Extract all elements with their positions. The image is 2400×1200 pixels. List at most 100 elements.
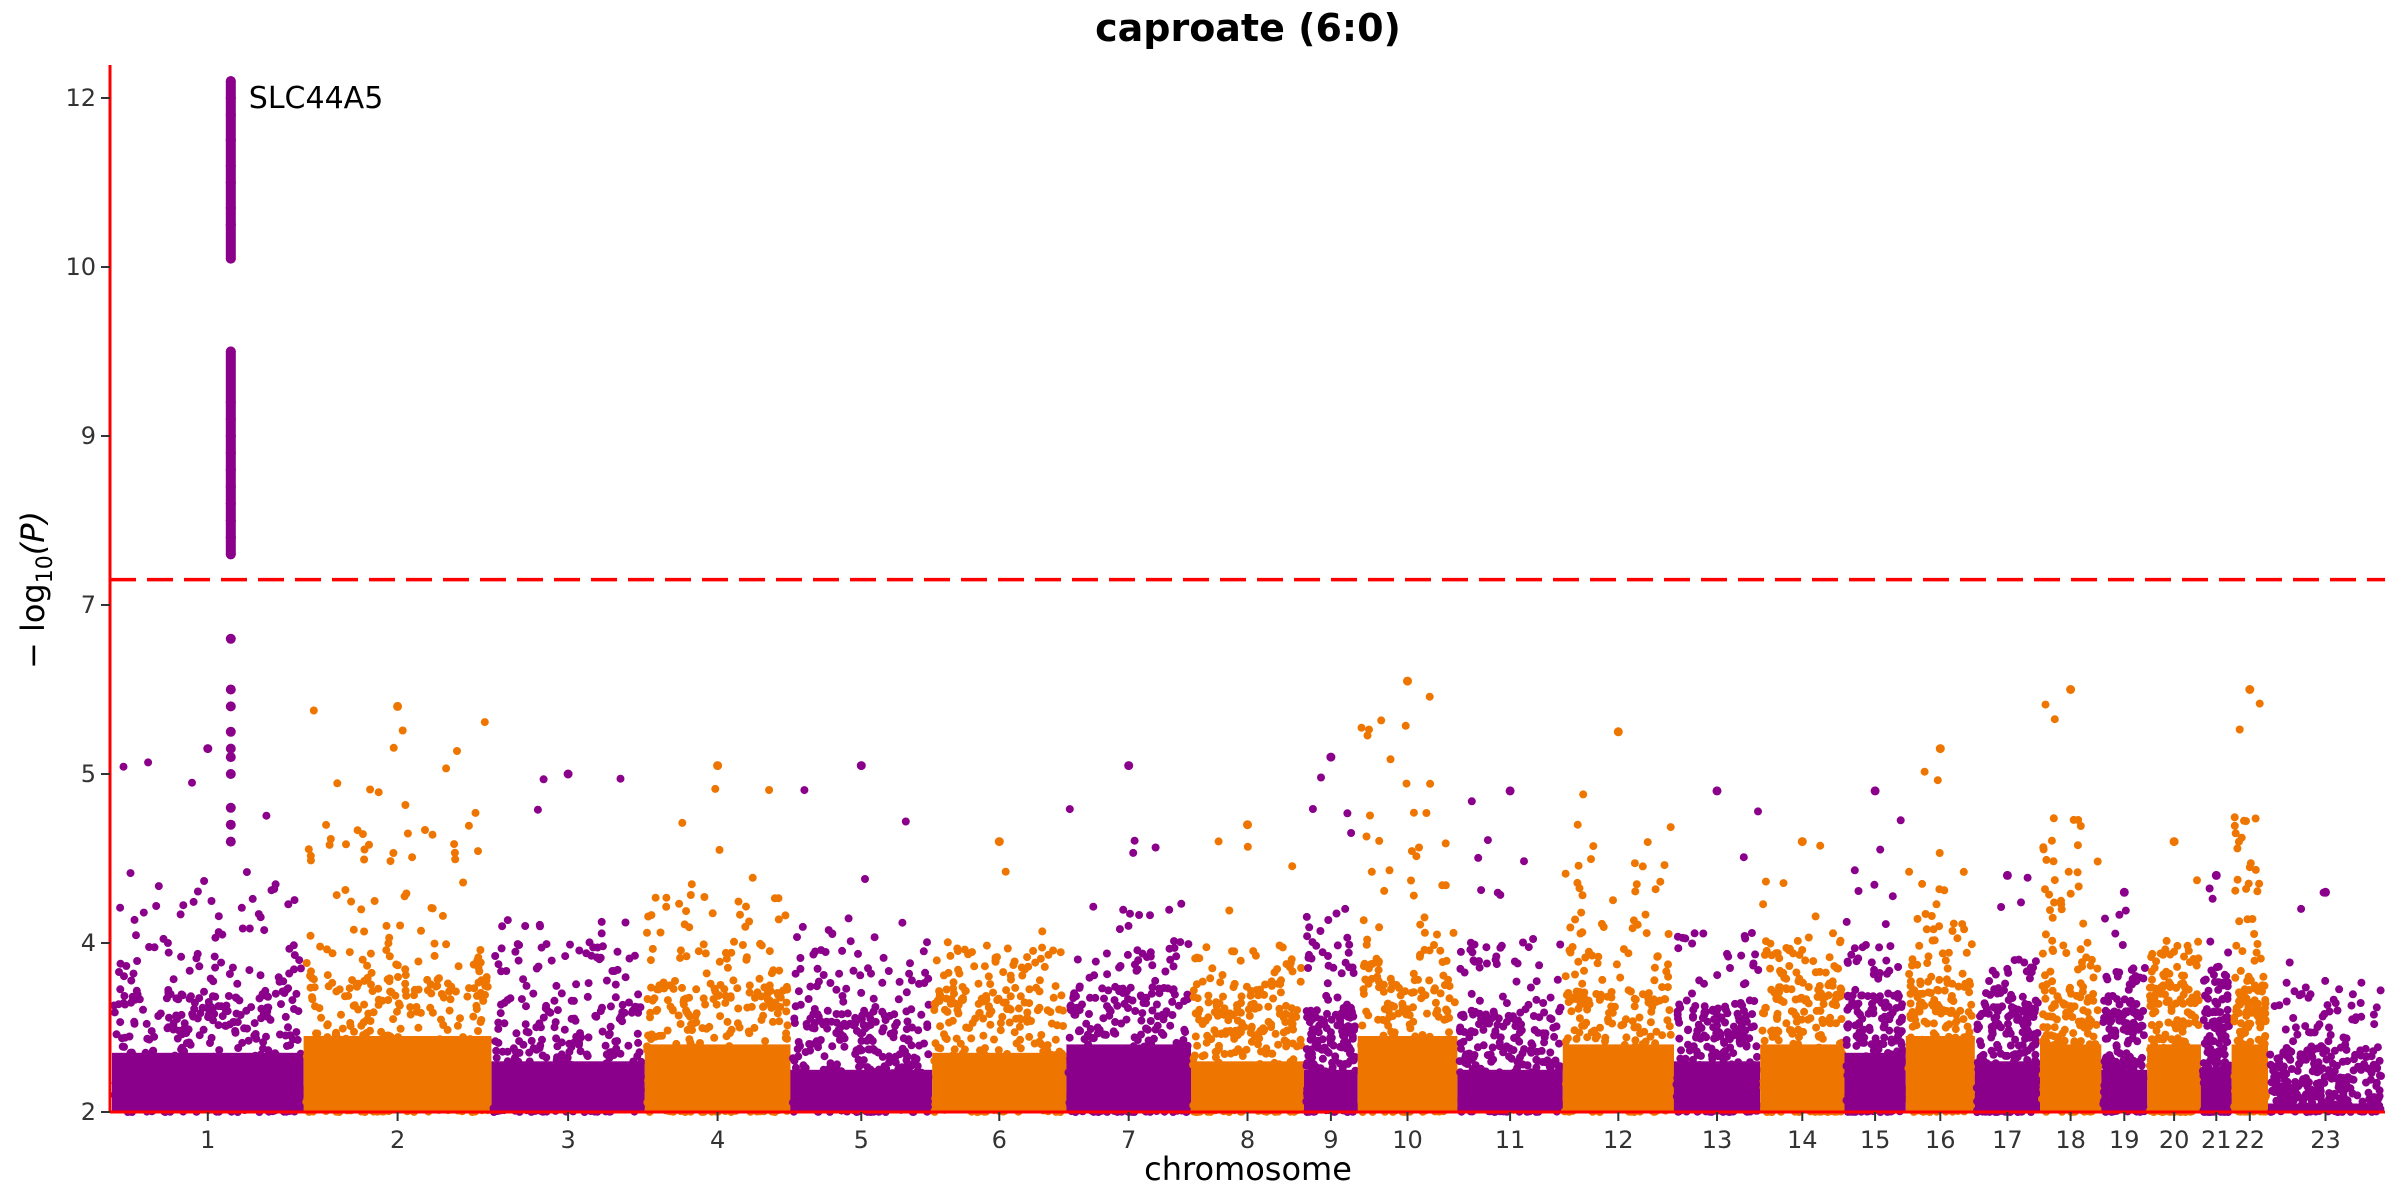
data-point <box>584 979 593 988</box>
data-point <box>1662 967 1671 976</box>
data-point <box>970 962 979 971</box>
data-point <box>1483 836 1492 845</box>
data-point <box>591 1011 600 1020</box>
data-point <box>955 969 964 978</box>
data-point <box>906 959 914 968</box>
data-point <box>1496 943 1505 952</box>
data-point <box>706 979 715 988</box>
data-point <box>842 984 851 993</box>
data-point <box>647 1033 656 1042</box>
data-point <box>442 940 451 949</box>
data-point <box>726 1029 734 1037</box>
data-point <box>233 979 242 988</box>
data-point <box>1126 909 1134 918</box>
data-point <box>389 849 398 857</box>
data-point <box>304 845 313 854</box>
data-point <box>953 944 962 953</box>
data-point <box>154 882 163 891</box>
data-point <box>685 993 694 1002</box>
data-point <box>782 1007 791 1016</box>
data-point <box>1190 1051 1199 1060</box>
data-point <box>611 1037 620 1046</box>
data-point <box>1011 983 1020 992</box>
data-point <box>1425 976 1434 985</box>
data-point <box>828 1042 837 1051</box>
data-point <box>1556 940 1565 949</box>
data-point <box>1189 992 1198 1001</box>
data-point <box>1148 983 1157 992</box>
data-point <box>323 971 332 980</box>
data-point <box>423 986 432 995</box>
data-point <box>1726 964 1734 972</box>
data-point <box>394 973 402 981</box>
data-point <box>1314 1036 1323 1045</box>
data-point <box>1441 839 1450 848</box>
data-point <box>1619 945 1628 954</box>
data-point <box>956 1039 965 1048</box>
data-point <box>1146 1017 1155 1025</box>
data-point <box>428 1008 437 1017</box>
data-point <box>976 1046 984 1055</box>
data-point <box>350 1027 358 1036</box>
data-point <box>393 961 402 970</box>
data-point <box>1577 908 1586 917</box>
data-point <box>1385 866 1394 875</box>
data-point <box>730 937 738 946</box>
data-point <box>832 1029 841 1037</box>
data-point <box>163 939 172 947</box>
data-point <box>692 1018 701 1027</box>
data-point <box>1236 956 1245 965</box>
data-point <box>120 972 128 981</box>
data-point <box>402 991 411 1000</box>
data-point <box>1530 1026 1539 1034</box>
data-point <box>1344 948 1353 957</box>
data-point <box>1142 1024 1150 1033</box>
data-point <box>1607 993 1616 1002</box>
data-point <box>538 1035 546 1044</box>
chromosome-7-dense-band <box>1066 1044 1191 1112</box>
data-point <box>1308 805 1317 813</box>
data-point <box>685 923 694 932</box>
data-point <box>1594 952 1603 961</box>
data-point <box>1415 843 1423 852</box>
data-point <box>129 969 138 978</box>
data-point <box>139 908 148 917</box>
data-point <box>1304 1051 1313 1060</box>
data-point <box>774 894 783 903</box>
data-point <box>1425 692 1434 701</box>
data-point <box>497 944 506 953</box>
data-point <box>1753 1052 1761 1061</box>
data-point <box>366 1026 374 1035</box>
chromosome-6-points <box>930 837 1068 1116</box>
data-point <box>835 969 844 978</box>
data-point <box>244 1036 253 1045</box>
data-point <box>542 1053 551 1062</box>
chromosome-3-dense-band <box>491 1061 645 1112</box>
data-point <box>1760 950 1769 959</box>
data-point <box>535 1044 544 1052</box>
data-point <box>1571 970 1579 979</box>
data-point <box>998 1012 1007 1021</box>
data-point <box>1537 1046 1546 1055</box>
data-point <box>914 1026 923 1035</box>
data-point <box>1509 1046 1518 1055</box>
data-point <box>496 1009 505 1018</box>
data-point <box>264 1046 273 1055</box>
data-point <box>584 1033 593 1042</box>
chromosome-10-dense-band <box>1357 1036 1458 1112</box>
data-point <box>185 994 194 1003</box>
data-point <box>948 1016 957 1025</box>
data-point <box>984 972 993 981</box>
data-point <box>692 1009 701 1018</box>
data-point <box>281 1012 290 1021</box>
data-point <box>256 971 265 980</box>
data-point <box>1296 977 1305 986</box>
data-point <box>1339 1031 1347 1040</box>
data-point <box>793 1045 802 1053</box>
chromosome-2-dense-band <box>303 1036 492 1112</box>
data-point <box>1023 953 1032 962</box>
data-point <box>1461 1053 1470 1062</box>
data-point <box>1192 980 1201 989</box>
data-point <box>756 939 765 948</box>
data-point <box>924 1050 933 1059</box>
